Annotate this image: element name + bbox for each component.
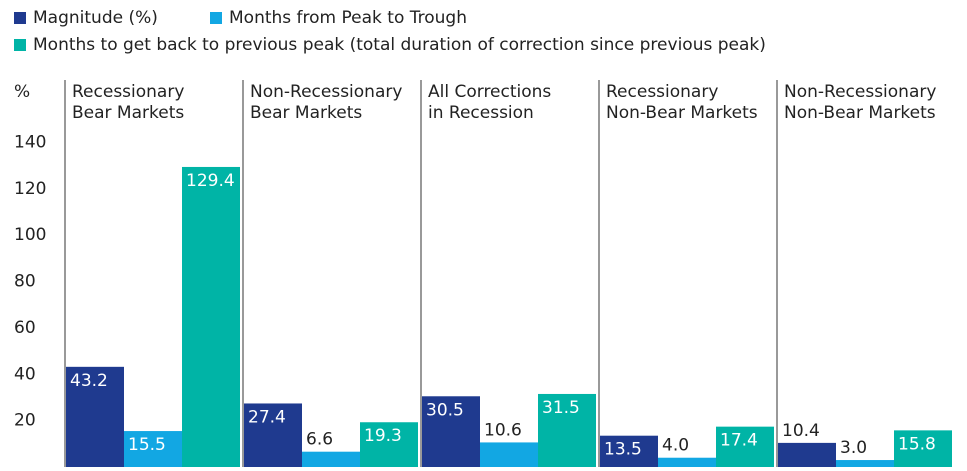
bar (716, 426, 774, 467)
x-category-label: in Recession (428, 103, 534, 123)
x-category-label: Bear Markets (250, 103, 362, 123)
bar (480, 442, 538, 467)
bar (66, 366, 124, 467)
bar (302, 451, 360, 467)
y-tick-label: 100 (14, 225, 46, 245)
data-label: 15.8 (898, 434, 936, 454)
y-tick-label: 20 (14, 411, 36, 431)
legend-label: Months to get back to previous peak (tot… (33, 35, 766, 55)
y-tick-label: 80 (14, 272, 36, 292)
bar (778, 442, 836, 467)
data-label: 15.5 (128, 435, 166, 455)
data-label: 6.6 (306, 430, 333, 450)
bar (538, 393, 596, 467)
data-label: 10.6 (484, 420, 522, 440)
x-category-label: Non-Recessionary (250, 82, 402, 102)
bar (124, 431, 182, 467)
data-label: 19.3 (364, 426, 402, 446)
data-label: 31.5 (542, 398, 580, 418)
x-category-label: Non-Bear Markets (784, 103, 936, 123)
data-label: 30.5 (426, 400, 464, 420)
legend-label: Months from Peak to Trough (229, 8, 467, 28)
y-tick-label: 40 (14, 364, 36, 384)
legend-label: Magnitude (%) (33, 8, 158, 28)
x-category-label: All Corrections (428, 82, 551, 102)
data-label: 129.4 (186, 171, 235, 191)
bar (894, 430, 952, 467)
data-label: 4.0 (662, 436, 689, 456)
data-label: 13.5 (604, 440, 642, 460)
x-category-label: Recessionary (72, 82, 184, 102)
y-tick-label: 140 (14, 132, 46, 152)
data-label: 3.0 (840, 438, 867, 458)
bar (836, 460, 894, 467)
x-category-label: Non-Recessionary (784, 82, 936, 102)
x-category-label: Bear Markets (72, 103, 184, 123)
x-category-label: Non-Bear Markets (606, 103, 758, 123)
x-category-label: Recessionary (606, 82, 718, 102)
bar (182, 166, 240, 468)
bar (658, 457, 716, 467)
y-tick-label: 120 (14, 179, 46, 199)
legend-swatch (14, 12, 26, 24)
data-label: 27.4 (248, 407, 286, 427)
legend-swatch (14, 39, 26, 51)
bar (422, 396, 480, 467)
y-tick-label: 60 (14, 318, 36, 338)
legend-swatch (210, 12, 222, 24)
data-label: 10.4 (782, 421, 820, 441)
bar (244, 403, 302, 467)
data-label: 17.4 (720, 431, 758, 451)
y-axis-label: % (14, 82, 30, 102)
bar (600, 435, 658, 467)
data-label: 43.2 (70, 371, 108, 391)
bar (360, 422, 418, 467)
